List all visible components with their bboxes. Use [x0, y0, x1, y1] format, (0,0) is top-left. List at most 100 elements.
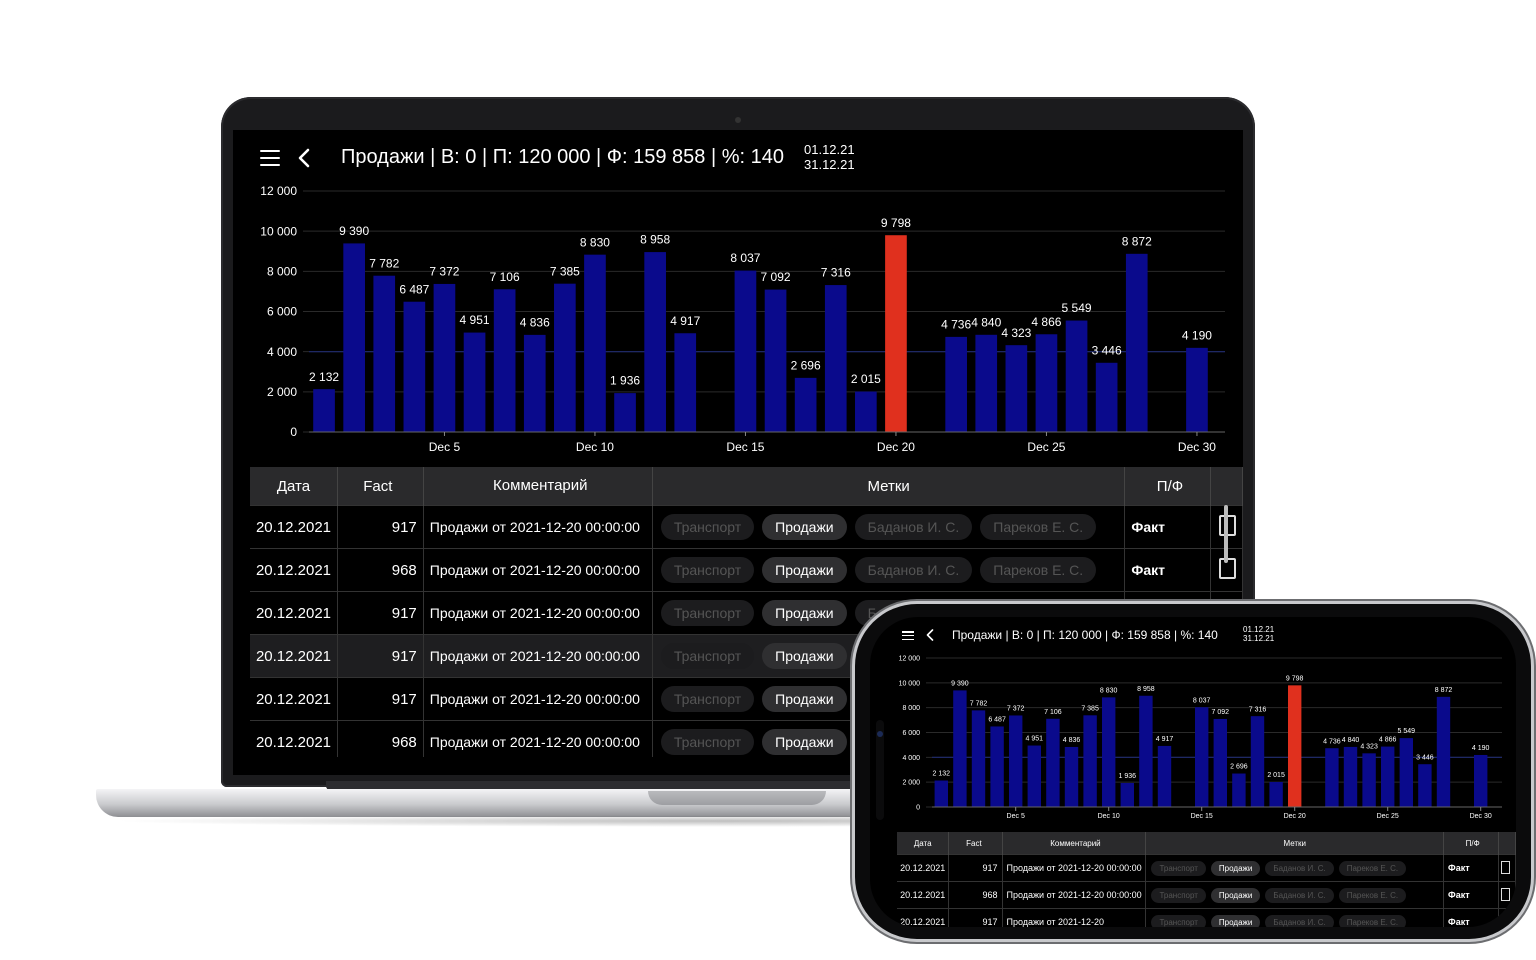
bar [885, 235, 907, 432]
bar-value-label: 6 487 [399, 282, 429, 296]
cell-pf: Факт [1124, 548, 1211, 592]
bar-value-label: 7 316 [821, 266, 851, 280]
tag-chip[interactable]: Пареков Е. С. [980, 557, 1097, 583]
bar [1186, 347, 1208, 432]
row-checkbox[interactable] [1501, 860, 1511, 874]
cell-comment: Продажи от 2021-12-20 00:00:00 [423, 634, 653, 678]
tag-chip[interactable]: Продажи [762, 600, 847, 626]
bar [584, 254, 606, 432]
y-tick-label: 0 [290, 425, 297, 439]
cell-comment: Продажи от 2021-12-20 00:00:00 [1002, 881, 1147, 909]
date-range[interactable]: 01.12.21 31.12.21 [1243, 625, 1274, 643]
bar-value-label: 4 951 [460, 313, 490, 327]
tag-chip[interactable]: Продажи [1210, 914, 1261, 927]
tag-chip[interactable]: Транспорт [660, 557, 755, 583]
tag-chip[interactable]: Транспорт [660, 600, 755, 626]
bar-value-label: 9 798 [1286, 675, 1304, 682]
row-checkbox[interactable] [1501, 887, 1511, 901]
column-header-fact[interactable]: Fact [337, 467, 424, 506]
column-header-pf[interactable]: П/Ф [1124, 467, 1211, 506]
bar [1418, 764, 1432, 807]
cell-pf: Факт [1443, 881, 1500, 909]
table-body: 20.12.2021 917 Продажи от 2021-12-20 00:00… [897, 854, 1516, 927]
tag-chip[interactable]: Баданов И. С. [854, 557, 973, 583]
bar-value-label: 8 037 [730, 251, 760, 265]
tag-chip[interactable]: Баданов И. С. [854, 514, 973, 540]
y-tick-label: 10 000 [899, 680, 921, 687]
bar [1035, 334, 1058, 432]
cell-date: 20.12.2021 [250, 591, 338, 635]
tag-chip[interactable]: Баданов И. С. [1265, 887, 1334, 903]
bar-value-label: 7 385 [1081, 705, 1099, 712]
date-to: 31.12.21 [1243, 634, 1275, 643]
cell-date: 20.12.2021 [250, 677, 338, 721]
bar [1125, 253, 1148, 432]
tag-chip[interactable]: Пареков Е. С. [980, 514, 1097, 540]
bar-value-label: 4 917 [1156, 736, 1174, 743]
tag-chip[interactable]: Продажи [1210, 887, 1261, 903]
bar [463, 332, 486, 432]
table-row[interactable]: 20.12.2021 968 Продажи от 2021-12-20 00:00… [897, 881, 1516, 909]
bar [1474, 754, 1488, 807]
phone-camera [877, 731, 883, 737]
bar-value-label: 4 840 [971, 315, 1001, 329]
tag-chip[interactable]: Продажи [762, 643, 847, 669]
tag-chip[interactable]: Продажи [762, 557, 847, 583]
tag-chip[interactable]: Транспорт [660, 729, 755, 755]
bar-value-label: 7 106 [1044, 709, 1062, 716]
column-header-date[interactable]: Дата [250, 467, 338, 506]
y-tick-label: 4 000 [267, 345, 297, 359]
bar-value-label: 7 782 [970, 700, 988, 707]
tag-chip[interactable]: Транспорт [1151, 887, 1206, 903]
hamburger-menu-icon[interactable] [260, 150, 280, 166]
bar-value-label: 8 872 [1435, 687, 1453, 694]
back-arrow-icon[interactable] [297, 148, 311, 168]
cell-comment: Продажи от 2021-12-20 00:00:00 [1002, 854, 1147, 882]
cell-fact: 917 [337, 634, 424, 678]
table-row[interactable]: 20.12.2021 968 Продажи от 2021-12-20 00:00… [250, 548, 1243, 592]
bar [1009, 715, 1023, 807]
top-bar: Продажи | В: 0 | П: 120 000 | Ф: 159 858… [233, 130, 1243, 190]
bar-value-label: 6 487 [988, 717, 1006, 724]
tag-chip[interactable]: Транспорт [660, 514, 755, 540]
tag-chip[interactable]: Баданов И. С. [1265, 914, 1334, 927]
tag-chip[interactable]: Продажи [762, 514, 847, 540]
tag-chip[interactable]: Пареков Е. С. [1338, 914, 1407, 927]
column-header-comment[interactable]: Комментарий [423, 467, 653, 506]
table-row[interactable]: 20.12.2021 917 Продажи от 2021-12-20 00:00… [897, 854, 1516, 882]
bar-value-label: 1 936 [1119, 773, 1137, 780]
tag-chip[interactable]: Транспорт [1151, 860, 1206, 876]
tag-chip[interactable]: Пареков Е. С. [1338, 887, 1407, 903]
row-checkbox[interactable] [1501, 914, 1511, 927]
tag-chip[interactable]: Пареков Е. С. [1338, 860, 1407, 876]
column-header-tags[interactable]: Метки [652, 467, 1126, 506]
table-scrollbar[interactable] [1224, 505, 1228, 563]
tag-chip[interactable]: Продажи [1210, 860, 1261, 876]
bar [1232, 773, 1246, 807]
tag-chip[interactable]: Транспорт [660, 643, 755, 669]
cell-date: 20.12.2021 [250, 548, 338, 592]
cell-tags: Транспорт Продажи Баданов И. С. Пареков Е. … [1145, 908, 1445, 927]
table-row[interactable]: 20.12.2021 917 Продажи от 2021-12-20 00:00… [250, 505, 1243, 549]
hamburger-menu-icon[interactable] [902, 631, 914, 640]
bar-value-label: 4 866 [1379, 737, 1397, 744]
bar [644, 252, 666, 432]
tag-chip[interactable]: Транспорт [1151, 914, 1206, 927]
column-header-pf[interactable]: П/Ф [1443, 832, 1500, 855]
column-header-fact[interactable]: Fact [948, 832, 1003, 855]
column-header-date[interactable]: Дата [897, 832, 950, 855]
cell-date: 20.12.2021 [250, 634, 338, 678]
records-grid: Дата Fact Комментарий Метки П/Ф 20.12.20… [897, 832, 1516, 927]
table-row[interactable]: 20.12.2021 917 Продажи от 2021-12-20 Трансп… [897, 908, 1516, 927]
bar-value-label: 2 015 [1267, 772, 1285, 779]
column-header-tags[interactable]: Метки [1145, 832, 1445, 855]
tag-chip[interactable]: Продажи [762, 729, 847, 755]
x-tick-label: Dec 30 [1470, 813, 1492, 820]
tag-chip[interactable]: Баданов И. С. [1265, 860, 1334, 876]
date-range[interactable]: 01.12.21 31.12.21 [804, 142, 855, 172]
back-arrow-icon[interactable] [926, 629, 934, 641]
tag-chip[interactable]: Транспорт [660, 686, 755, 712]
bar [373, 275, 396, 432]
column-header-comment[interactable]: Комментарий [1002, 832, 1147, 855]
tag-chip[interactable]: Продажи [762, 686, 847, 712]
